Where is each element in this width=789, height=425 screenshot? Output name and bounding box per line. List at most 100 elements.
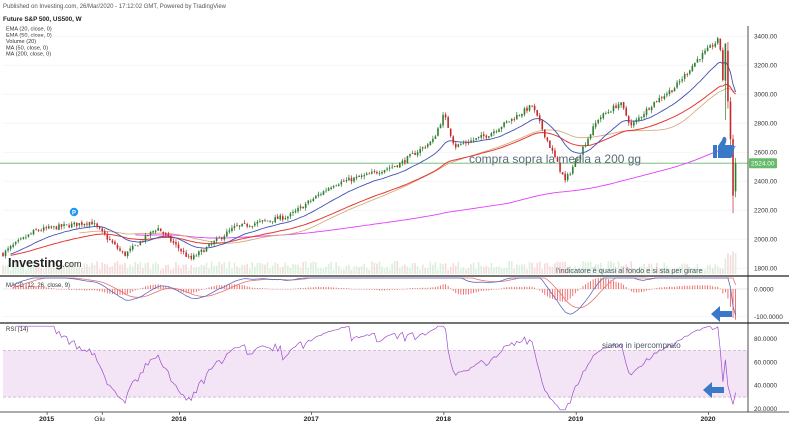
candle (350, 178, 353, 182)
candle (432, 138, 434, 142)
candle (325, 190, 327, 192)
volume-bar (337, 265, 340, 274)
volume-bar (365, 267, 368, 274)
volume-bar (93, 264, 96, 274)
macd-histogram-bar (656, 288, 658, 289)
candle (83, 224, 86, 226)
volume-bar (368, 269, 371, 274)
macd-histogram-bar (188, 289, 190, 294)
macd-histogram-bar (707, 285, 708, 289)
macd-histogram-bar (518, 286, 520, 289)
macd-histogram-bar (89, 289, 90, 291)
macd-histogram-bar (68, 289, 70, 290)
macd-histogram-bar (201, 289, 202, 290)
candle (594, 123, 597, 128)
rsi-tick-label: 40.0000 (754, 383, 778, 390)
volume-bar (544, 263, 546, 274)
candle (538, 115, 541, 121)
candle (658, 97, 661, 103)
macd-histogram-bar (56, 288, 57, 290)
volume-bar (60, 262, 63, 274)
volume-bar (88, 266, 91, 274)
candle (490, 133, 493, 137)
volume-bar (32, 261, 35, 274)
macd-histogram-bar (310, 287, 312, 289)
candle (368, 173, 371, 175)
macd-histogram-bar (371, 289, 373, 290)
volume-bar (297, 264, 299, 274)
candle (561, 172, 564, 175)
volume-bar (96, 261, 98, 274)
candle (633, 122, 635, 126)
volume-bar (47, 263, 50, 274)
candle (444, 114, 447, 118)
volume-bar (279, 267, 282, 274)
candle (330, 187, 332, 190)
candle (587, 138, 589, 146)
volume-bar (121, 264, 124, 274)
macd-histogram-bar (170, 288, 172, 290)
candle (648, 108, 650, 110)
volume-bar (40, 268, 42, 274)
candle (200, 249, 203, 253)
macd-histogram-bar (295, 288, 296, 290)
candle (521, 113, 523, 117)
volume-bar (383, 268, 386, 274)
candle (493, 131, 495, 134)
candle (472, 139, 475, 141)
volume-bar (401, 265, 404, 274)
macd-histogram-bar (447, 285, 449, 289)
volume-bar (106, 264, 109, 274)
candle (332, 186, 335, 188)
candle (462, 143, 465, 144)
volume-bar (432, 264, 434, 274)
macd-histogram-bar (674, 286, 675, 289)
volume-bar (671, 269, 673, 274)
candle (566, 174, 569, 180)
volume-bar (711, 268, 714, 274)
macd-histogram-bar (180, 289, 182, 293)
macd-histogram-bar (526, 286, 528, 289)
macd-histogram-bar (470, 289, 472, 294)
candle (91, 221, 93, 225)
candle (378, 173, 381, 174)
candle (734, 163, 737, 192)
candle (149, 231, 152, 236)
volume-bar (388, 269, 391, 274)
macd-histogram-bar (94, 289, 95, 291)
macd-histogram-bar (613, 280, 614, 289)
macd-histogram-bar (287, 289, 289, 290)
volume-bar (302, 261, 304, 274)
macd-histogram-bar (206, 288, 207, 289)
volume-bar (485, 265, 488, 274)
candle (157, 228, 159, 231)
macd-histogram-bar (228, 284, 230, 289)
price-tick-label: 2400.00 (754, 178, 778, 185)
candle (556, 157, 559, 162)
macd-histogram-bar (272, 289, 274, 290)
candle (391, 166, 393, 168)
volume-bar (538, 261, 541, 274)
candle (190, 255, 193, 259)
volume-bar (228, 261, 231, 274)
candle (592, 126, 594, 136)
macd-histogram-bar (195, 289, 197, 293)
macd-histogram-bar (546, 289, 548, 297)
volume-bar (17, 265, 20, 274)
candle (475, 137, 477, 140)
volume-bar (564, 261, 566, 274)
candle (495, 131, 498, 133)
macd-histogram-bar (366, 289, 368, 290)
volume-bar (399, 268, 401, 274)
volume-bar (65, 261, 68, 274)
candle (172, 241, 175, 243)
macd-histogram-bar (641, 289, 642, 293)
macd-histogram-bar (35, 285, 37, 289)
candle (276, 216, 279, 219)
volume-bar (490, 262, 493, 274)
volume-bar (589, 261, 592, 274)
volume-bar (454, 265, 457, 274)
macd-histogram-bar (503, 287, 505, 289)
macd-histogram-bar (572, 289, 574, 297)
macd-histogram-bar (648, 289, 650, 291)
